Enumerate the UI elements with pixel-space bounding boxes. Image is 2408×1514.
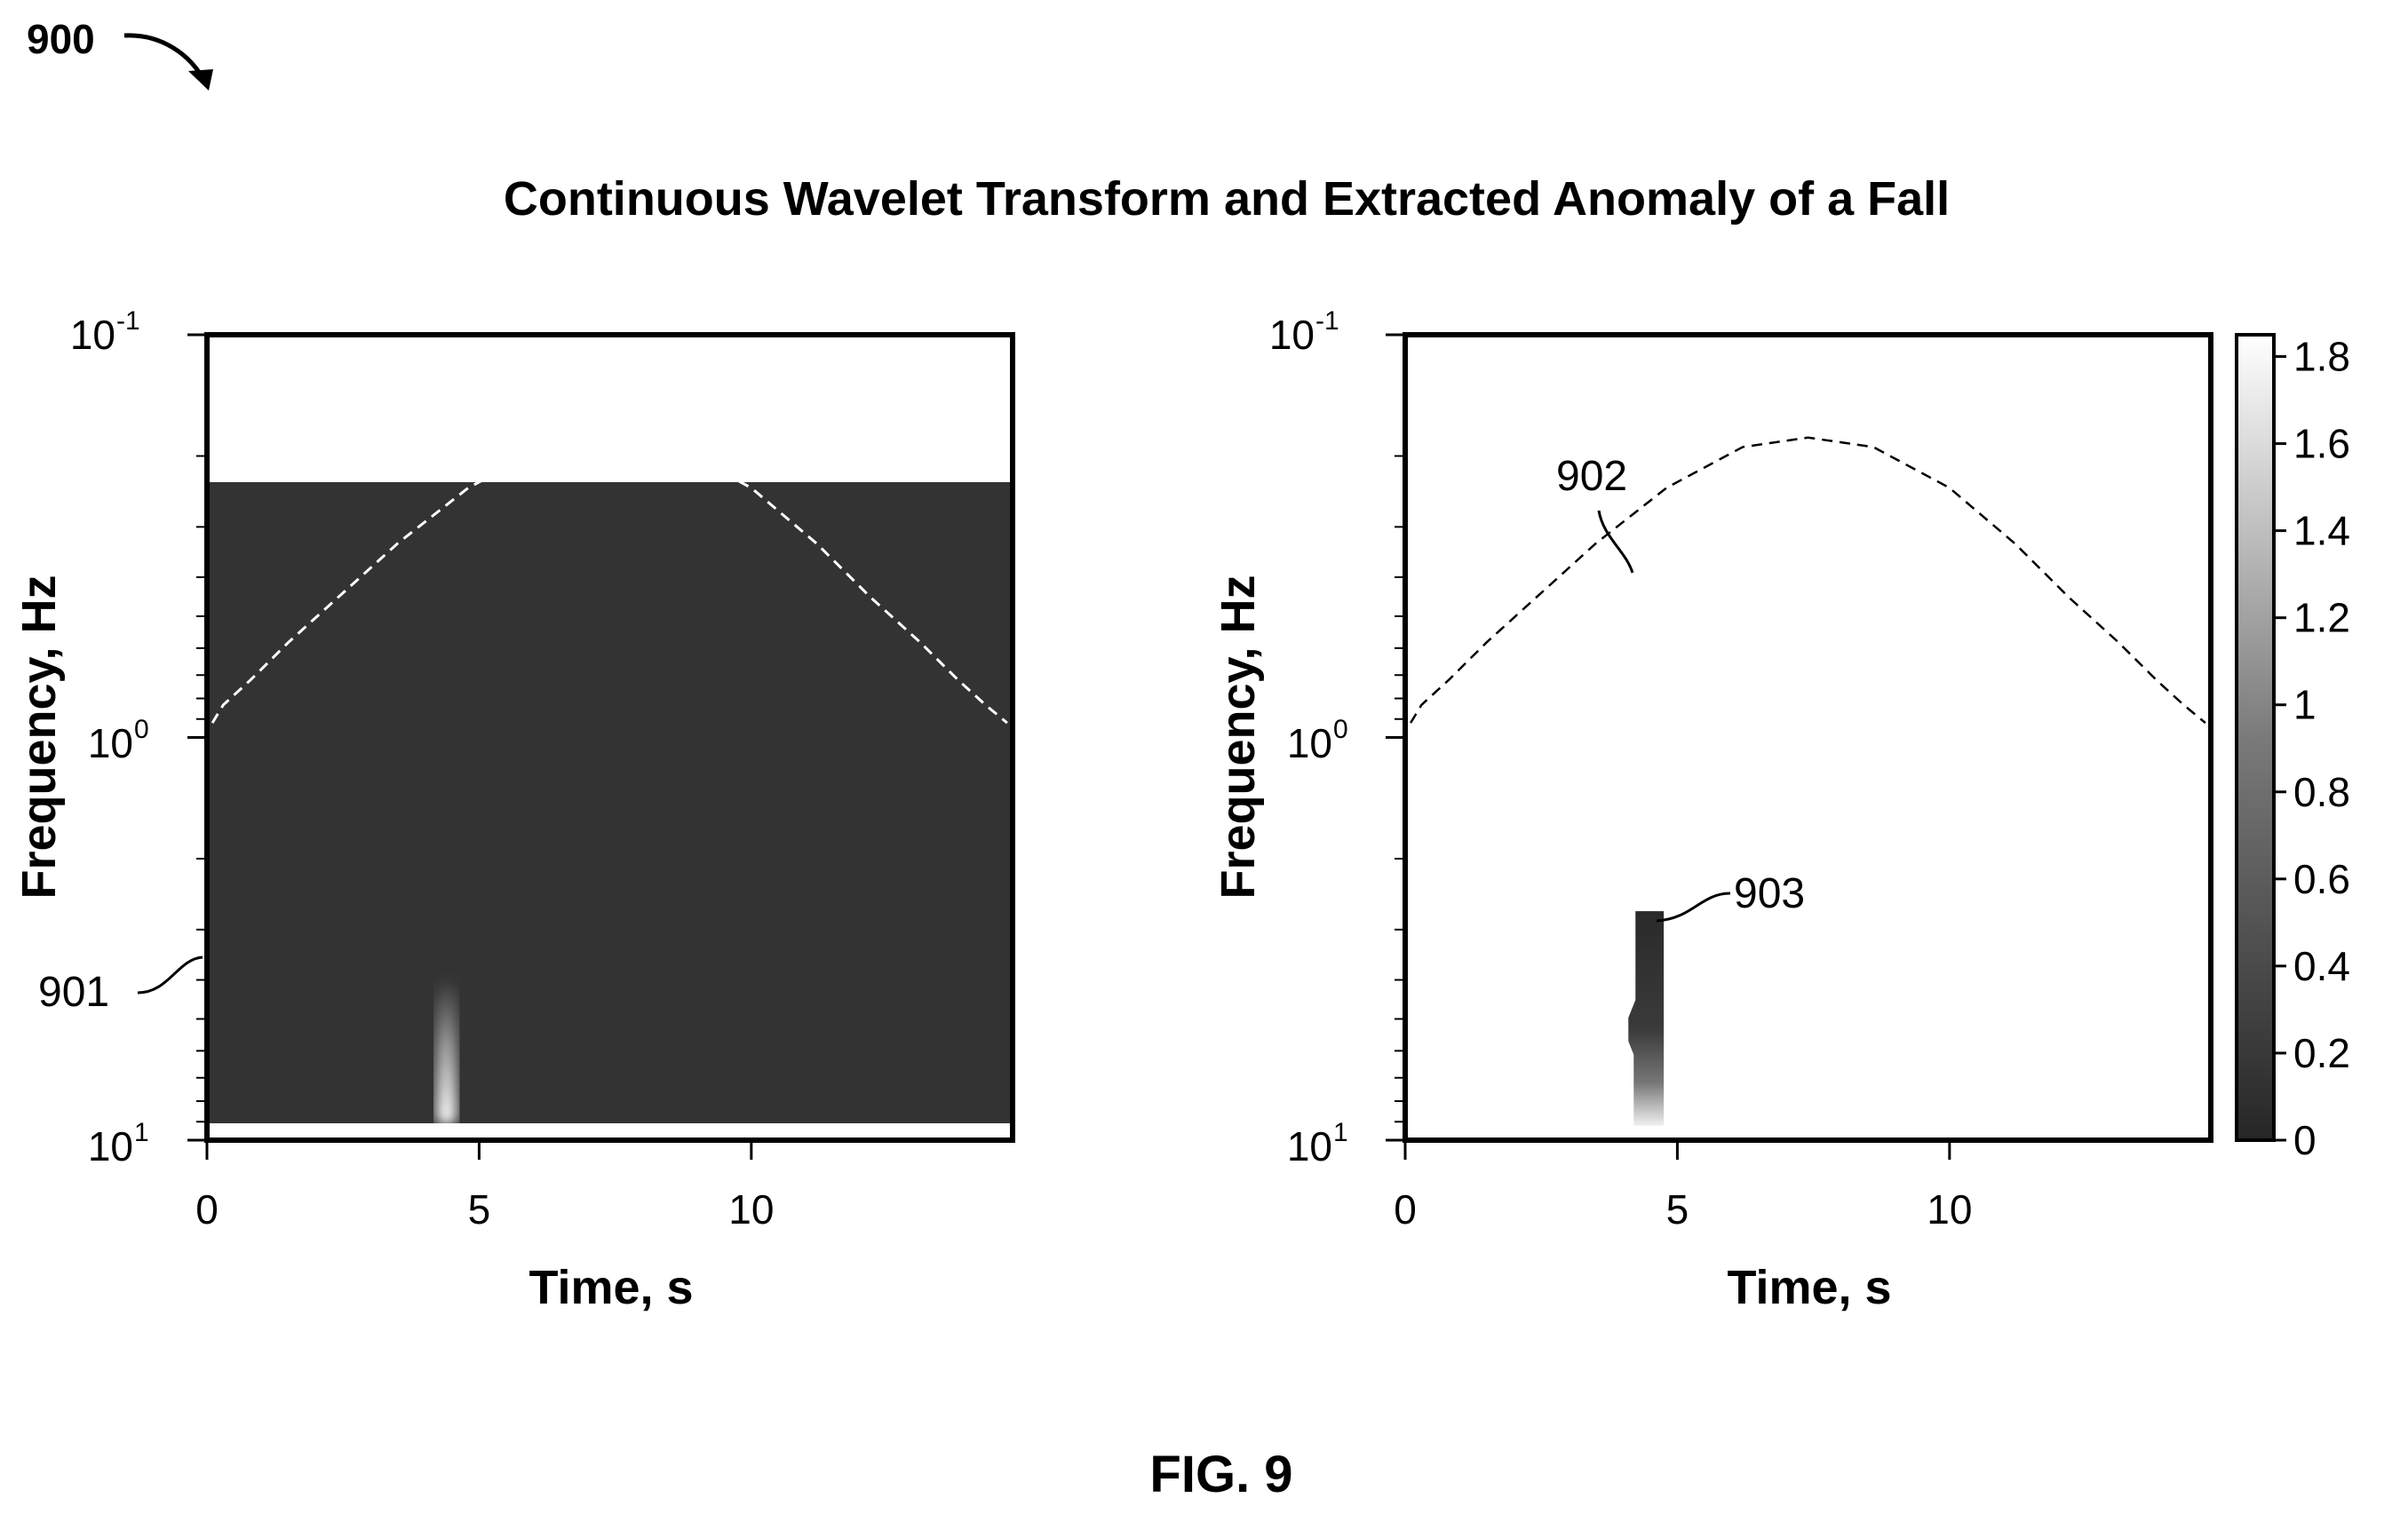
left-y-axis-label: Frequency, Hz: [12, 575, 66, 899]
left-y-tick-label-top: 10: [70, 312, 115, 358]
left-y-tick-sup-mid: 0: [134, 715, 149, 744]
left-y-tick-sup-top: -1: [116, 306, 140, 336]
figure-title: Continuous Wavelet Transform and Extract…: [504, 172, 1950, 226]
right-y-axis-label: Frequency, Hz: [1212, 575, 1265, 899]
colorbar: 1.8 1.6 1.4 1.2 1 0.8 0.6 0.4 0.2 0: [2235, 333, 2350, 1163]
right-coi-leader: [1597, 510, 1634, 574]
colorbar-tick-label-4: 1: [2293, 682, 2317, 728]
colorbar-tick-label-9: 0: [2293, 1117, 2317, 1163]
right-cone-of-influence: [1410, 436, 2206, 725]
right-y-tick-label-mid: 10: [1287, 720, 1332, 766]
colorbar-tick-label-0: 1.8: [2293, 334, 2350, 380]
right-plot-background: [1405, 335, 2211, 1140]
colorbar-tick-label-2: 1.4: [2293, 508, 2350, 554]
colorbar-tick-label-8: 0.2: [2293, 1030, 2350, 1076]
right-x-tick-label-5: 5: [1666, 1186, 1689, 1233]
left-panel: 10 -1 10 0 10 1 0 5 10 Time, s Frequency…: [12, 306, 1015, 1314]
left-white-band-top: [207, 335, 1013, 482]
left-white-band-bottom: [207, 1123, 1013, 1140]
left-coi-leader: [137, 955, 203, 995]
left-y-tick-sup-bottom: 1: [134, 1118, 149, 1147]
colorbar-tick-label-5: 0.8: [2293, 769, 2350, 815]
right-y-tick-sup-bottom: 1: [1333, 1118, 1348, 1147]
colorbar-tick-label-3: 1.2: [2293, 595, 2350, 641]
figure-number: 900: [27, 16, 95, 62]
left-x-tick-label-5: 5: [468, 1186, 491, 1233]
colorbar-tick-label-1: 1.6: [2293, 421, 2350, 467]
right-anomaly-leader: [1656, 892, 1731, 923]
left-x-tick-label-10: 10: [728, 1186, 774, 1233]
right-anomaly-ref-label: 903: [1734, 870, 1805, 917]
right-y-tick-sup-top: -1: [1315, 306, 1339, 336]
figure-number-arrowhead: [188, 69, 213, 91]
right-x-tick-label-0: 0: [1394, 1186, 1417, 1233]
left-heatmap-background: [207, 482, 1013, 1123]
left-hotspot-glow: [435, 979, 457, 1126]
right-panel: 10 -1 10 0 10 1 0 5 10 Time, s Frequency…: [1212, 306, 2350, 1314]
right-y-tick-label-top: 10: [1269, 312, 1315, 358]
right-anomaly-region: [1628, 911, 1665, 1126]
colorbar-tick-label-7: 0.4: [2293, 943, 2350, 989]
right-x-tick-label-10: 10: [1927, 1186, 1972, 1233]
right-y-tick-sup-mid: 0: [1333, 715, 1348, 744]
left-y-tick-label-bottom: 10: [88, 1123, 133, 1169]
colorbar-gradient: [2237, 335, 2274, 1140]
left-x-axis-label: Time, s: [528, 1261, 693, 1314]
left-x-tick-label-0: 0: [195, 1186, 219, 1233]
left-cone-of-influence: [211, 436, 1008, 725]
left-hotspot: [435, 979, 457, 1126]
figure-number-arrow: [123, 33, 209, 86]
right-y-tick-label-bottom: 10: [1287, 1123, 1332, 1169]
right-x-ticks: [1403, 1140, 1951, 1160]
right-y-ticks: [1386, 333, 1405, 1142]
right-coi-ref-label: 902: [1556, 453, 1627, 500]
left-x-ticks: [205, 1140, 753, 1160]
colorbar-tick-label-6: 0.6: [2293, 856, 2350, 902]
right-anomaly: [1628, 911, 1665, 1126]
left-coi-ref-label: 901: [38, 969, 109, 1016]
figure-caption: FIG. 9: [1149, 1446, 1292, 1503]
left-y-tick-label-mid: 10: [88, 720, 133, 766]
right-x-axis-label: Time, s: [1727, 1261, 1891, 1314]
colorbar-frame: [2235, 333, 2276, 1142]
left-y-ticks: [187, 333, 207, 1142]
colorbar-ticks: 1.8 1.6 1.4 1.2 1 0.8 0.6 0.4 0.2 0: [2274, 334, 2350, 1163]
